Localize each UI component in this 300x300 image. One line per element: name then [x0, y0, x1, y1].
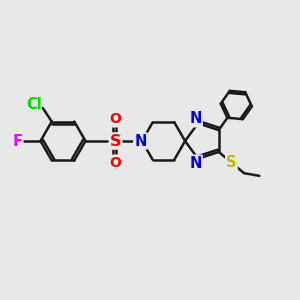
Text: N: N — [134, 134, 147, 148]
Text: N: N — [189, 111, 202, 126]
Text: F: F — [13, 134, 23, 148]
Text: O: O — [110, 156, 122, 170]
Text: S: S — [226, 155, 237, 170]
Text: N: N — [189, 156, 202, 171]
Text: S: S — [110, 134, 121, 148]
Text: Cl: Cl — [26, 97, 42, 112]
Text: O: O — [110, 112, 122, 126]
